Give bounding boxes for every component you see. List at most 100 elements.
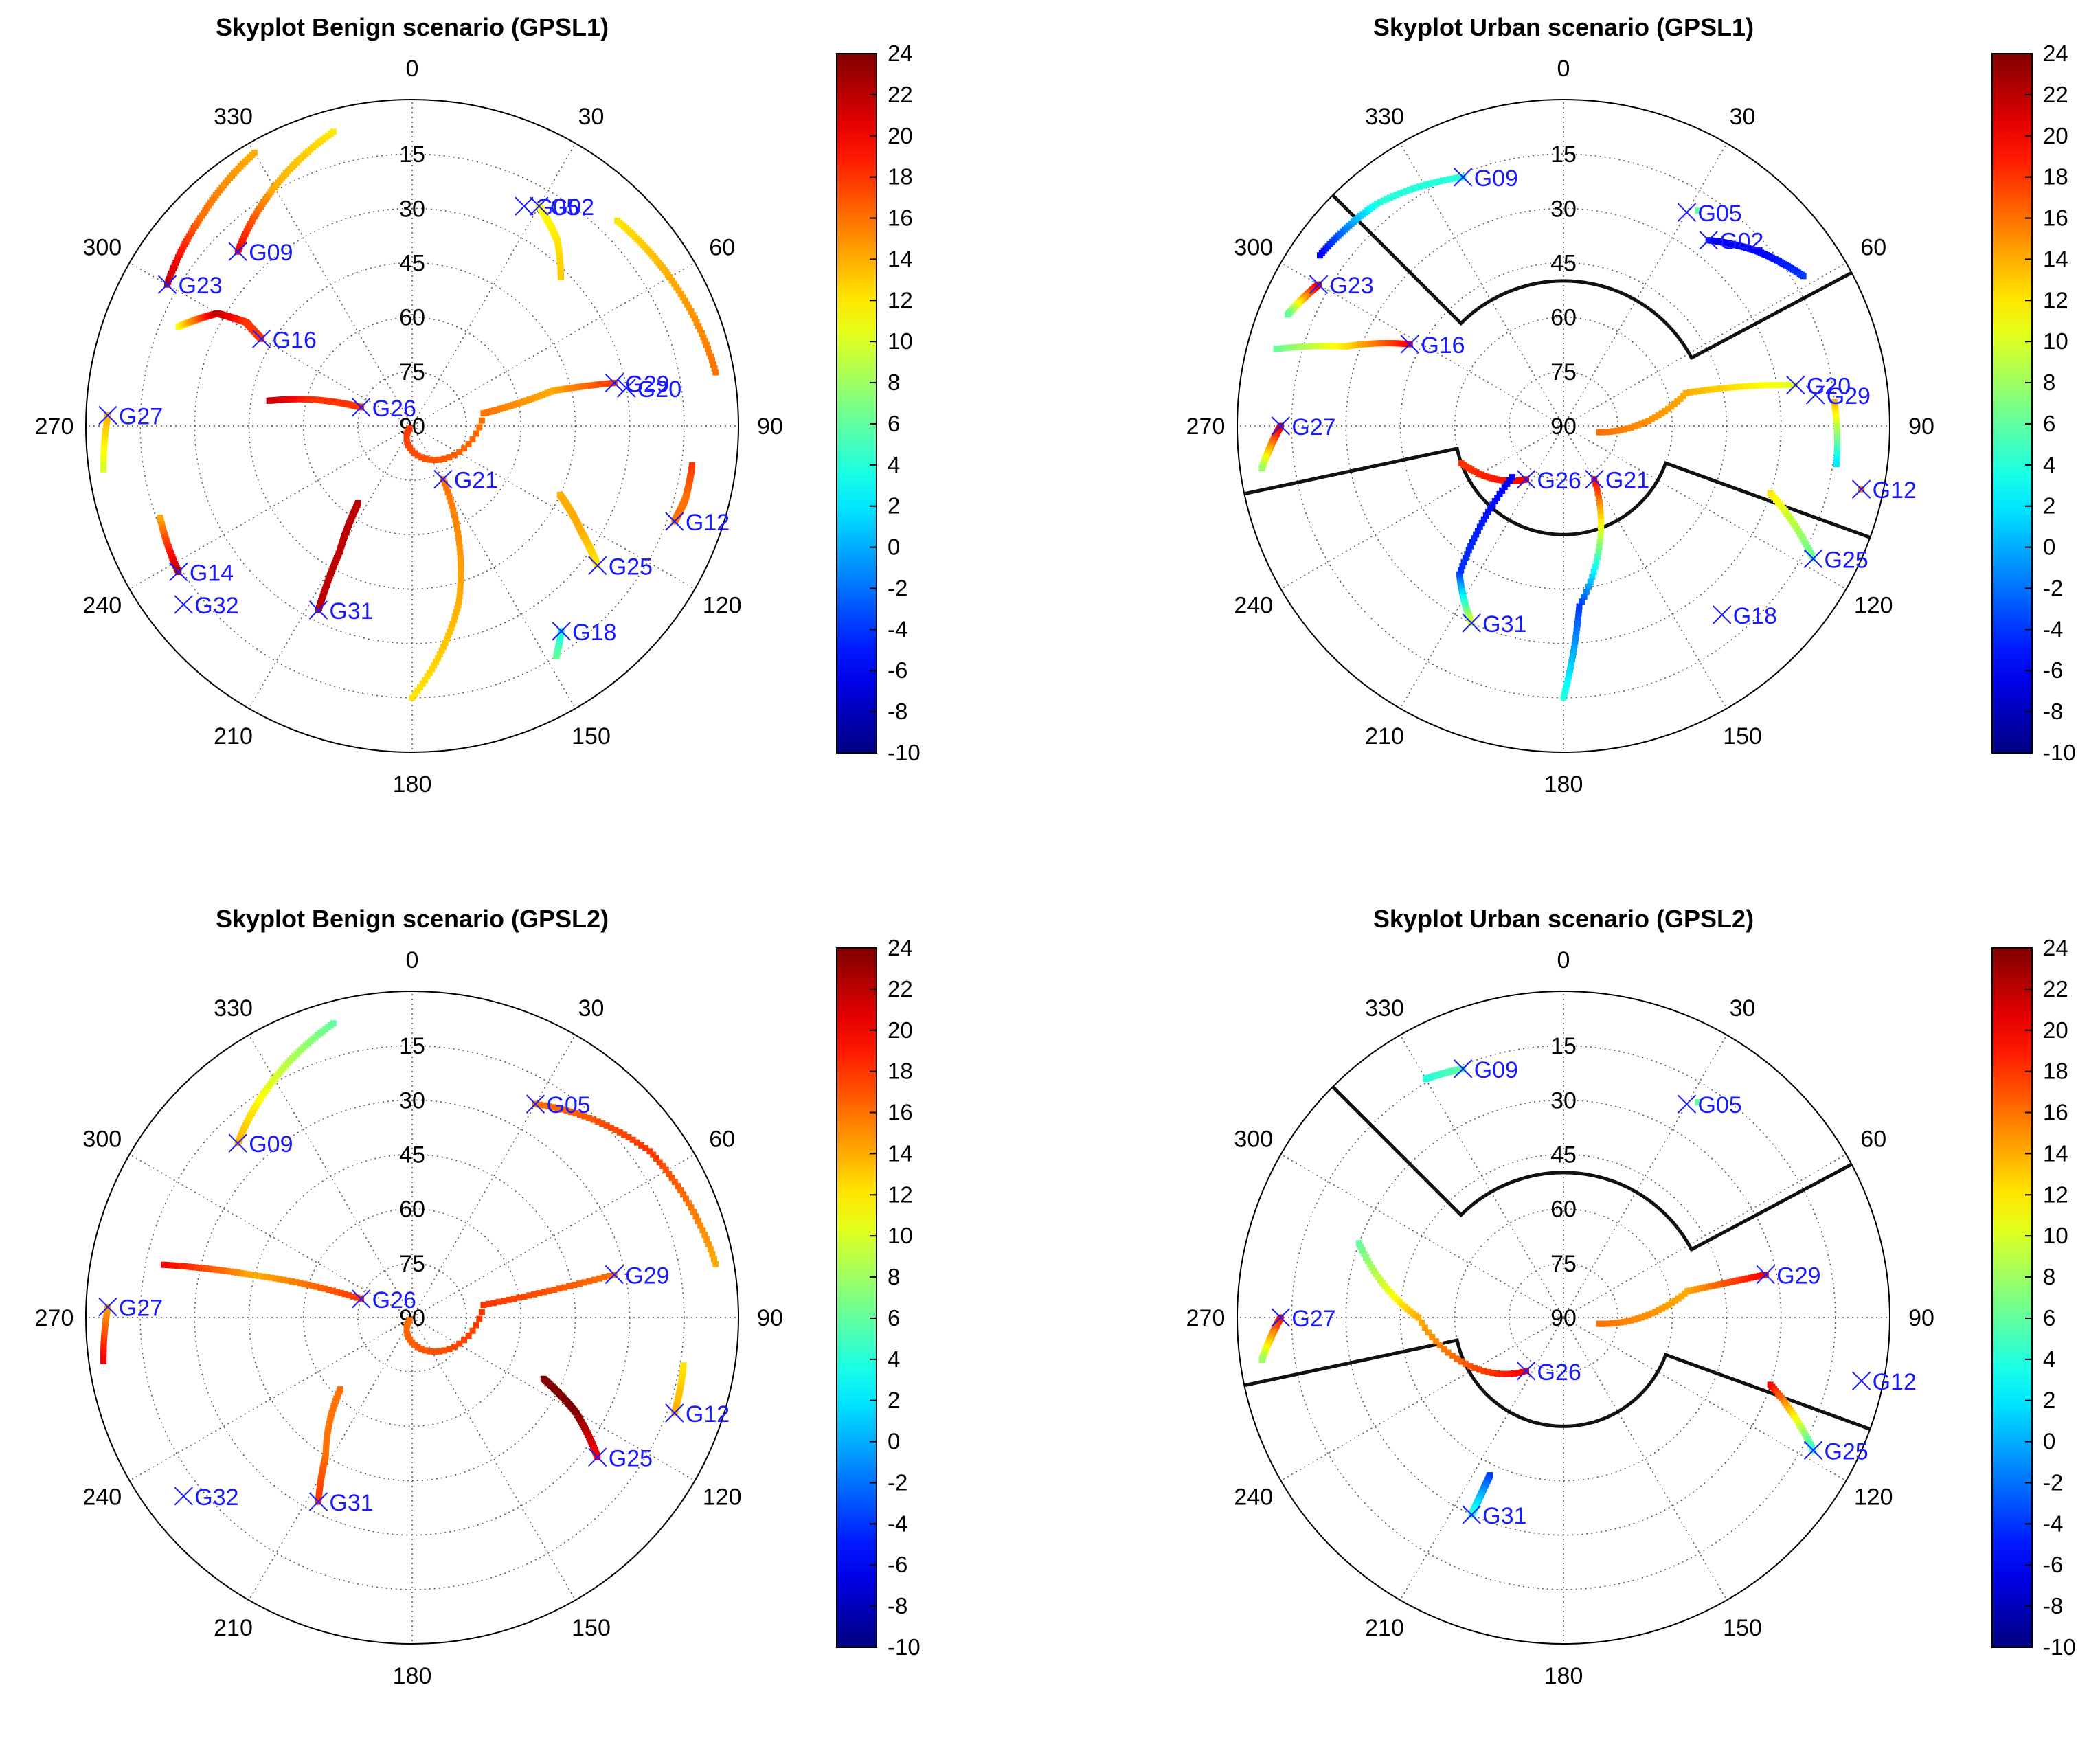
- track-point: [697, 326, 703, 333]
- track-point: [473, 430, 479, 437]
- track-point: [309, 1283, 316, 1289]
- track-point: [1561, 691, 1568, 698]
- azimuth-label: 330: [214, 995, 253, 1021]
- track-point: [1400, 189, 1407, 196]
- satellite-marker: [1756, 1265, 1775, 1285]
- satellite-marker: [588, 1447, 607, 1467]
- track-point: [1658, 410, 1665, 417]
- satellite-G31: G31: [308, 499, 374, 624]
- track-point: [457, 554, 464, 561]
- satellite-G31: G31: [308, 1386, 374, 1516]
- track-point: [1489, 501, 1496, 508]
- track-point: [695, 1217, 701, 1224]
- track-point: [456, 539, 463, 546]
- track-point: [326, 1287, 332, 1294]
- track-point: [686, 304, 692, 311]
- track-point: [693, 319, 700, 326]
- track-point: [1464, 551, 1471, 558]
- satellite-G05: G05: [1677, 1092, 1742, 1118]
- azimuth-label: 30: [1730, 995, 1756, 1021]
- track-point: [1574, 621, 1581, 628]
- colorbar-tick-label: 16: [2043, 1100, 2068, 1125]
- track-point: [1436, 178, 1443, 185]
- colorbar-tick-label: 6: [2043, 411, 2055, 436]
- track-point: [1485, 1368, 1492, 1375]
- track-point: [256, 1272, 262, 1279]
- track-point: [629, 1136, 636, 1143]
- track-point: [1572, 638, 1579, 645]
- satellite-marker: [530, 196, 549, 216]
- satellite-G09: G09: [1422, 1057, 1518, 1083]
- track-point: [1373, 1271, 1379, 1278]
- satellite-G16: G16: [175, 310, 317, 353]
- track-point: [220, 1267, 227, 1274]
- track-point: [675, 1183, 681, 1190]
- colorbar: [1991, 947, 2033, 1648]
- track-point: [1370, 1267, 1377, 1274]
- track-point: [1585, 583, 1592, 590]
- track-point: [621, 1131, 628, 1138]
- elevation-grid-circle: [248, 1153, 576, 1482]
- track-point: [424, 673, 431, 680]
- satellite-marker: [169, 562, 188, 582]
- satellite-label: G25: [1824, 1438, 1868, 1465]
- satellite-marker: [174, 1487, 193, 1506]
- track-point: [1594, 490, 1601, 497]
- track-point: [490, 1300, 497, 1307]
- satellite-marker: [1699, 230, 1718, 250]
- satellite-label: G25: [609, 1445, 653, 1471]
- colorbar-tick-label: 12: [2043, 287, 2068, 313]
- track-point: [1579, 598, 1585, 605]
- elevation-label: 75: [1550, 1251, 1577, 1277]
- satellite-marker: [1453, 1059, 1473, 1078]
- elevation-grid-circle: [248, 262, 576, 590]
- track-point: [168, 1262, 174, 1269]
- colorbar-tick-label: 0: [888, 1429, 900, 1454]
- track-point: [1614, 1320, 1621, 1326]
- track-point: [680, 1191, 687, 1198]
- track-point: [682, 1195, 689, 1202]
- track-point: [1656, 1307, 1662, 1313]
- elevation-grid-circle: [1509, 371, 1618, 481]
- track-point: [1833, 461, 1840, 468]
- track-point: [1441, 1346, 1447, 1353]
- track-point: [1422, 1076, 1429, 1083]
- elevation-grid-circle: [139, 153, 685, 699]
- track-point: [612, 1127, 619, 1133]
- colorbar-tick-label: 22: [888, 976, 913, 1002]
- track-point: [181, 1263, 188, 1270]
- track-point: [1480, 1368, 1487, 1375]
- satellite-label: G21: [1605, 468, 1649, 494]
- track-point: [1563, 684, 1570, 691]
- track-point: [1624, 1318, 1631, 1324]
- track-point: [441, 455, 448, 462]
- track-point: [1638, 420, 1645, 427]
- track-point: [642, 1144, 649, 1151]
- track-point: [441, 480, 448, 487]
- track-point: [1624, 425, 1631, 432]
- track-point: [100, 1357, 107, 1364]
- track-point: [1494, 1370, 1501, 1377]
- track-point: [1587, 578, 1594, 585]
- track-point: [1589, 574, 1596, 580]
- track-point: [416, 684, 423, 690]
- track-point: [1662, 408, 1669, 415]
- track-point: [541, 1102, 547, 1109]
- track-point: [203, 1265, 210, 1272]
- track-point: [1597, 528, 1604, 535]
- track-point: [1691, 388, 1698, 395]
- track-point: [485, 1300, 492, 1307]
- satellite-label: G05: [1697, 1092, 1741, 1118]
- building-mask-north: [1331, 1085, 1853, 1252]
- track-point: [427, 1348, 433, 1355]
- satellite-G32: G32: [174, 1484, 239, 1511]
- track-point: [321, 1285, 328, 1292]
- track-point: [697, 1222, 704, 1229]
- track-point: [701, 338, 708, 345]
- track-point: [1583, 588, 1590, 595]
- colorbar-tick-label: 8: [2043, 1264, 2055, 1289]
- satellite-G31: G31: [1462, 1472, 1526, 1529]
- track-point: [1610, 428, 1617, 435]
- azimuth-label: 120: [1854, 1484, 1893, 1511]
- track-point: [695, 323, 702, 330]
